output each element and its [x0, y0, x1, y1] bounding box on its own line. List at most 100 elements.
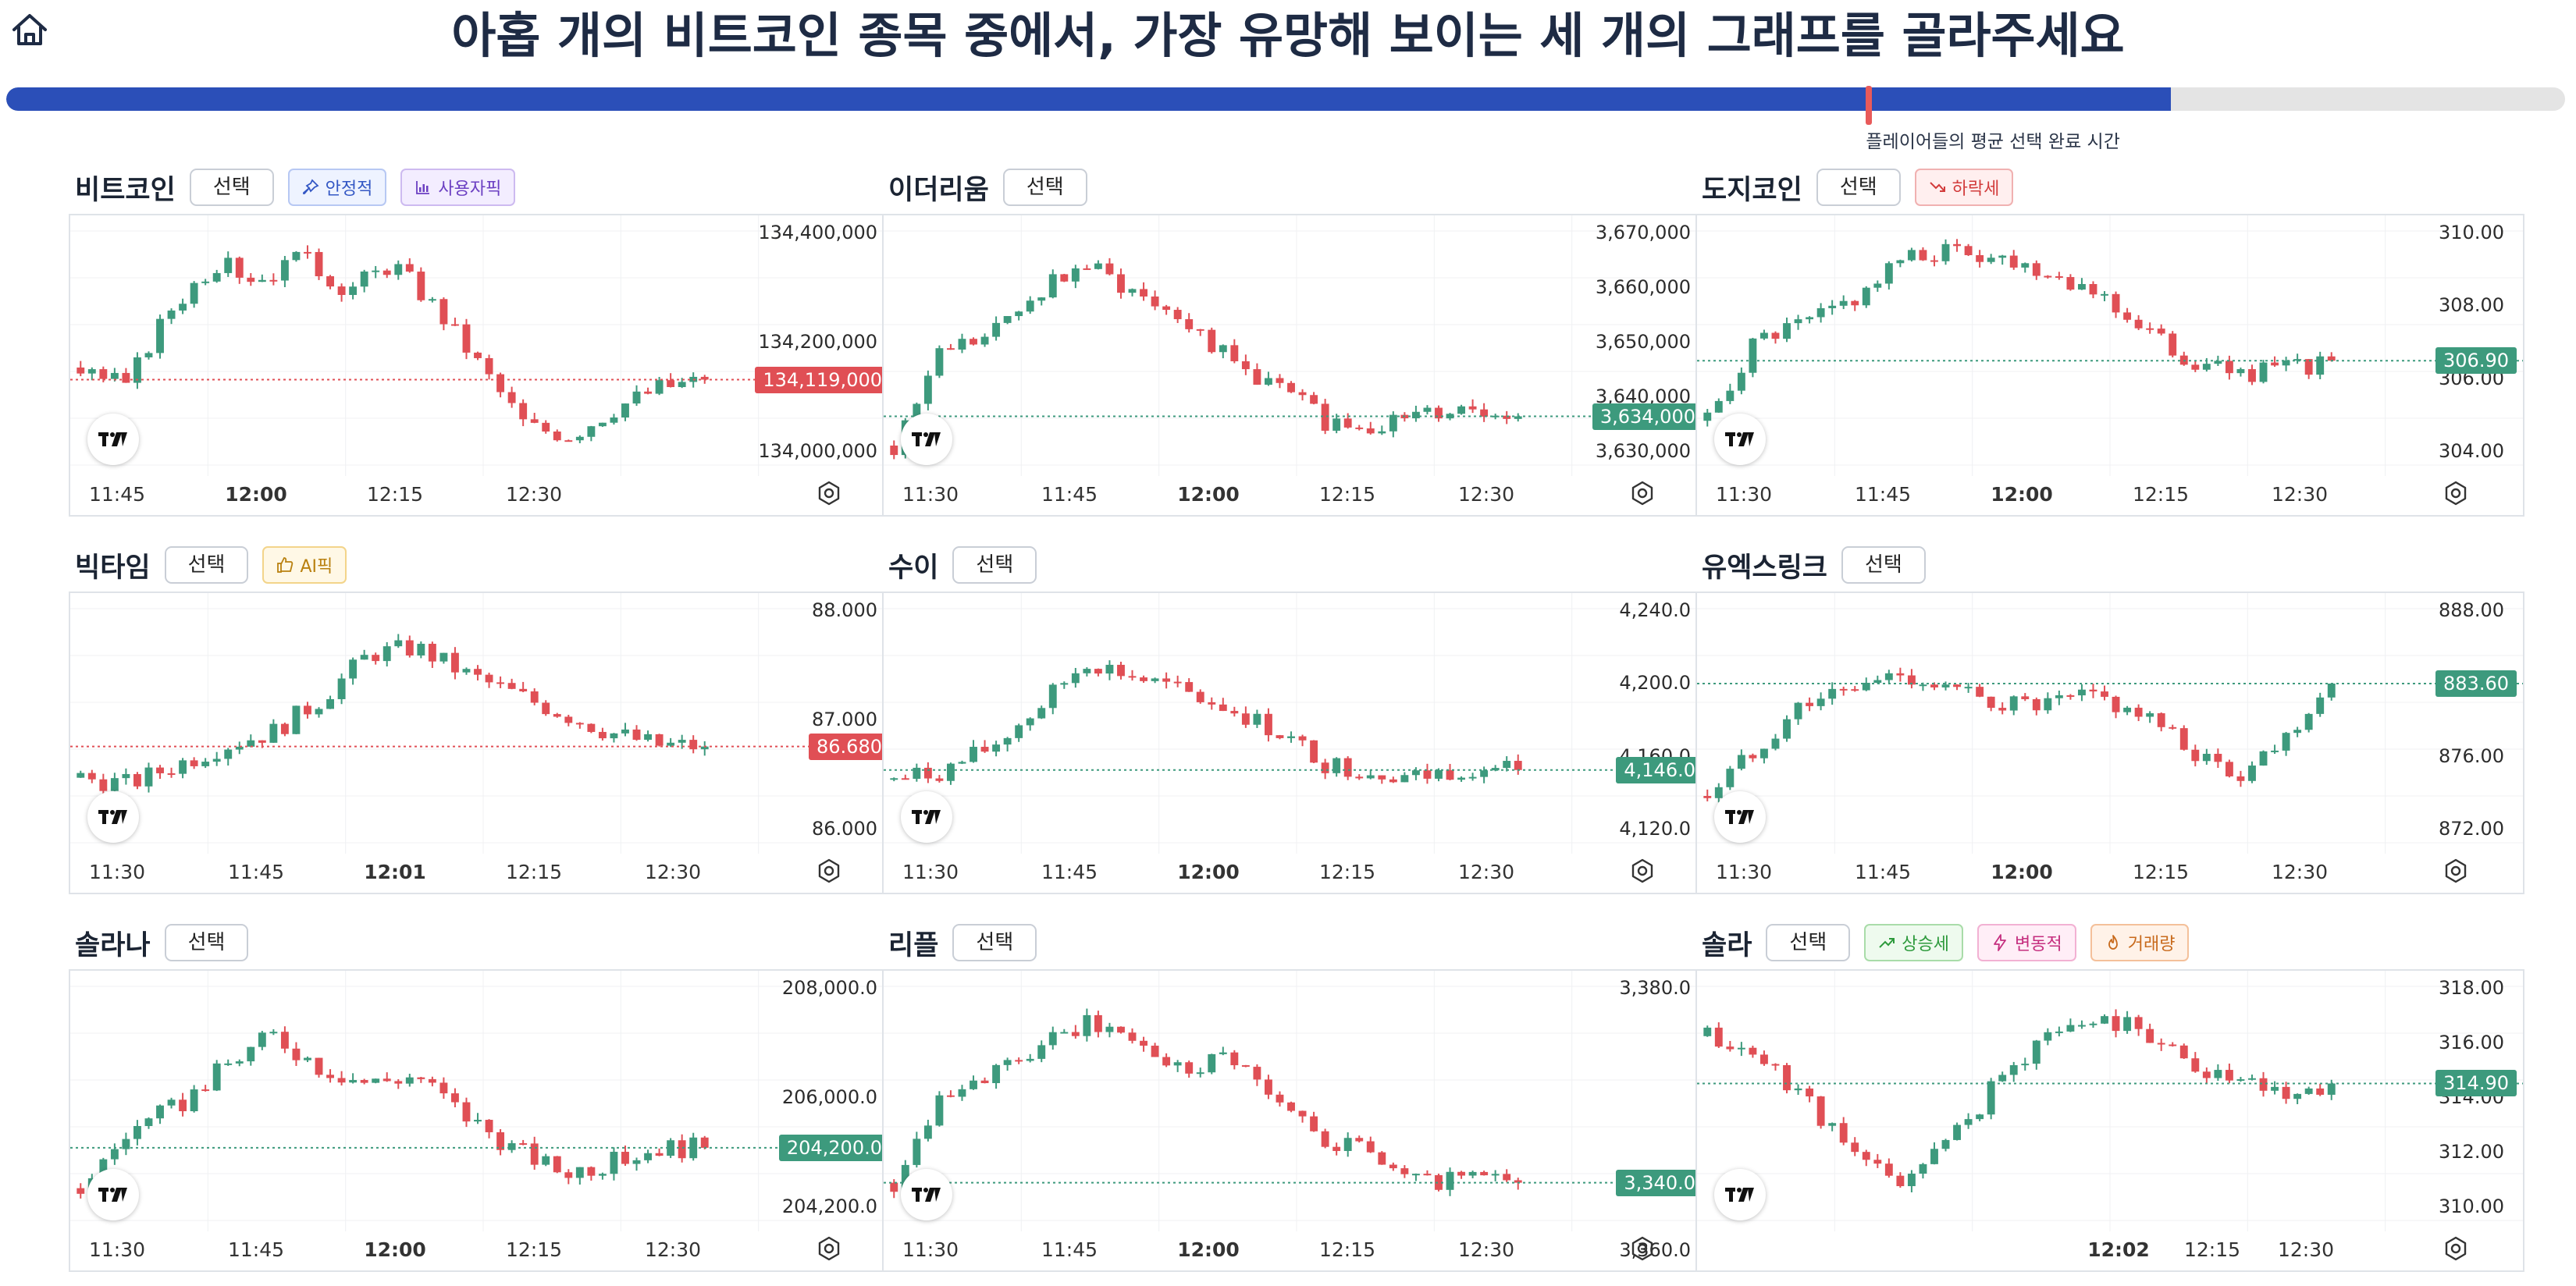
- candle-body: [304, 1057, 311, 1060]
- tradingview-logo-icon[interactable]: [87, 1169, 139, 1220]
- candle-body: [542, 702, 550, 715]
- candle-body: [1714, 787, 1723, 798]
- candle-body: [1298, 736, 1307, 741]
- candle-body: [1760, 1054, 1768, 1064]
- candle-body: [980, 336, 989, 345]
- candle-body: [496, 1131, 505, 1150]
- coin-name: 이더리움: [888, 174, 989, 206]
- candle-body: [2236, 776, 2245, 781]
- candle-body: [1468, 1171, 1477, 1176]
- candlestick-chart[interactable]: 3,670,000 3,660,000 3,650,000 3,640,000 3,63…: [882, 214, 1711, 517]
- tag-badge: AI픽: [262, 546, 347, 584]
- candle-body: [1411, 770, 1420, 776]
- x-axis-tick-label: 12:00: [1991, 483, 2053, 506]
- candle-body: [394, 640, 403, 647]
- gear-icon[interactable]: [2442, 857, 2470, 885]
- gear-icon[interactable]: [2442, 479, 2470, 507]
- candle-body: [1503, 415, 1511, 419]
- select-button[interactable]: 선택: [1841, 546, 1926, 584]
- tradingview-logo-icon[interactable]: [1714, 414, 1766, 465]
- candle-body: [99, 779, 108, 791]
- candlestick-chart[interactable]: 88.000 87.000 86.000 86.680 11:30 11:45 12:01 1…: [69, 591, 898, 894]
- select-button[interactable]: 선택: [952, 546, 1037, 584]
- candle-body: [2259, 362, 2268, 382]
- select-button[interactable]: 선택: [1766, 924, 1851, 961]
- x-axis-tick-label: 11:45: [227, 1238, 285, 1261]
- candle-body: [610, 733, 618, 739]
- select-button[interactable]: 선택: [1816, 169, 1901, 206]
- candle-body: [1760, 332, 1768, 339]
- candle-body: [1343, 418, 1352, 428]
- gear-icon[interactable]: [1628, 857, 1656, 885]
- candle-body: [1480, 409, 1489, 417]
- candle-body: [1140, 289, 1147, 297]
- candle-body: [1241, 713, 1250, 725]
- candle-body: [2112, 1016, 2120, 1032]
- select-button[interactable]: 선택: [189, 169, 274, 206]
- y-axis-tick-label: 3,660,000: [1595, 276, 1691, 298]
- home-icon[interactable]: [9, 9, 50, 50]
- candle-body: [2271, 1086, 2279, 1091]
- gear-icon[interactable]: [815, 857, 843, 885]
- tradingview-logo-icon[interactable]: [87, 414, 139, 465]
- tradingview-logo-icon[interactable]: [1714, 1169, 1766, 1220]
- select-button[interactable]: 선택: [164, 924, 249, 961]
- chart-card-header: 솔라나 선택: [75, 921, 249, 964]
- candle-body: [947, 763, 955, 781]
- candlestick-chart[interactable]: 3,380.0 3,360.0 3,340.0 11:30 11:45 12:00 12:1…: [882, 969, 1711, 1272]
- candle-body: [428, 299, 436, 301]
- candle-body: [1976, 687, 1984, 697]
- tradingview-logo-icon[interactable]: [901, 414, 952, 465]
- tradingview-logo-icon[interactable]: [1714, 791, 1766, 843]
- candle-body: [1726, 769, 1735, 787]
- candle-body: [1862, 287, 1870, 306]
- candle-body: [507, 1143, 516, 1150]
- gear-icon[interactable]: [1628, 1234, 1656, 1263]
- candle-body: [1930, 1149, 1938, 1164]
- gear-icon[interactable]: [815, 479, 843, 507]
- candle-body: [428, 1078, 436, 1083]
- candle-body: [2146, 1028, 2154, 1043]
- candlestick-chart[interactable]: 134,400,000 134,200,000 134,000,000 134,119…: [69, 214, 898, 517]
- candlestick-chart[interactable]: 4,240.0 4,200.0 4,160.0 4,120.0 4,146.0 11:30…: [882, 591, 1711, 894]
- x-axis-tick-label: 12:30: [1457, 483, 1515, 506]
- candle-body: [667, 742, 675, 746]
- candle-body: [564, 716, 573, 723]
- candle-body: [1884, 263, 1893, 284]
- candlestick-chart[interactable]: 318.00 316.00 314.00 312.00 310.00 314.90 12:0…: [1695, 969, 2524, 1272]
- tradingview-logo-icon[interactable]: [901, 1169, 952, 1220]
- candle-body: [326, 698, 334, 709]
- x-axis-tick-label: 12:15: [366, 483, 424, 506]
- candle-body: [2101, 293, 2108, 296]
- x-axis-tick-label: 12:30: [505, 483, 563, 506]
- candle-body: [1806, 317, 1814, 320]
- candle-body: [280, 1032, 289, 1049]
- candle-body: [1737, 1047, 1745, 1050]
- tradingview-logo-icon[interactable]: [87, 791, 139, 843]
- candlestick-chart[interactable]: 888.00880.00876.00872.00883.6011:3011:45…: [1695, 591, 2524, 894]
- candlestick-chart[interactable]: 310.00 308.00 306.00 304.00 306.90 11:30 11:45…: [1695, 214, 2524, 517]
- select-button[interactable]: 선택: [164, 546, 249, 584]
- candle-body: [2316, 697, 2325, 714]
- chart-card: 유엑스링크선택888.00880.00876.00872.00883.6011:…: [1695, 543, 2524, 894]
- candle-body: [1253, 369, 1261, 385]
- candle-body: [167, 773, 176, 775]
- gear-icon[interactable]: [2442, 1234, 2470, 1263]
- candle-body: [247, 740, 255, 747]
- tag-label: AI픽: [300, 557, 333, 577]
- candle-body: [337, 678, 346, 699]
- candle-body: [2134, 319, 2143, 329]
- gear-icon[interactable]: [815, 1234, 843, 1263]
- tradingview-logo-icon[interactable]: [901, 791, 952, 843]
- candle-body: [1253, 1067, 1261, 1080]
- candle-body: [190, 282, 198, 304]
- candle-body: [1816, 1096, 1825, 1126]
- candle-body: [224, 258, 233, 273]
- candlestick-chart[interactable]: 208,000.0 206,000.0 204,200.0 204,200.0 11:3…: [69, 969, 898, 1272]
- select-button[interactable]: 선택: [1002, 169, 1087, 206]
- select-button[interactable]: 선택: [952, 924, 1037, 961]
- gear-icon[interactable]: [1628, 479, 1656, 507]
- candle-body: [2259, 751, 2268, 766]
- candle-body: [678, 1140, 686, 1159]
- candle-body: [1117, 664, 1125, 677]
